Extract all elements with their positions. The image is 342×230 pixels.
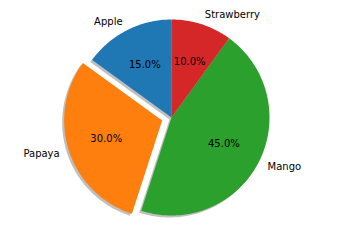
svg-text:Apple: Apple bbox=[94, 16, 122, 27]
svg-text:15.0%: 15.0% bbox=[129, 59, 161, 70]
svg-text:45.0%: 45.0% bbox=[208, 138, 240, 149]
svg-text:Papaya: Papaya bbox=[23, 148, 59, 159]
svg-text:Strawberry: Strawberry bbox=[205, 9, 260, 20]
svg-text:10.0%: 10.0% bbox=[174, 56, 206, 67]
svg-text:Mango: Mango bbox=[268, 161, 302, 172]
svg-text:30.0%: 30.0% bbox=[90, 133, 122, 144]
